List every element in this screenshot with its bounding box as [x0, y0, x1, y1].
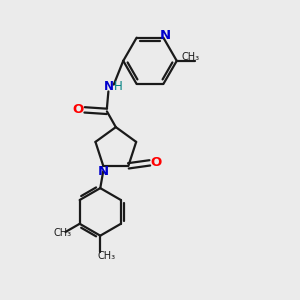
Text: N: N — [160, 29, 171, 42]
Text: CH₃: CH₃ — [97, 250, 115, 261]
Text: N: N — [98, 165, 109, 178]
Text: H: H — [113, 80, 122, 93]
Text: CH₃: CH₃ — [53, 228, 72, 239]
Text: CH₃: CH₃ — [182, 52, 200, 62]
Text: N: N — [103, 80, 113, 93]
Text: O: O — [151, 156, 162, 170]
Text: O: O — [72, 103, 84, 116]
